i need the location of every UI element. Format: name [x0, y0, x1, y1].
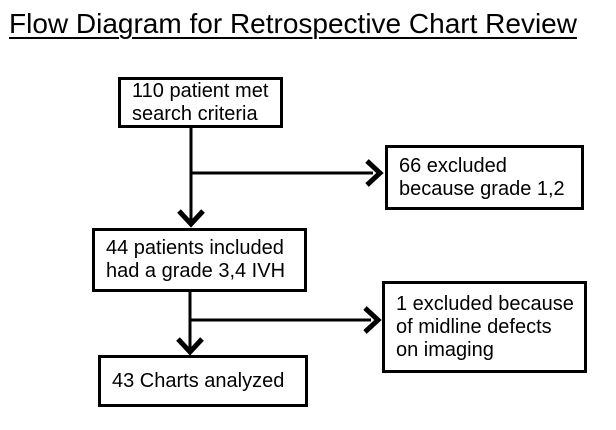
node-start-label: 110 patient met search criteria [132, 79, 269, 125]
node-charts-analyzed-label: 43 Charts analyzed [112, 369, 285, 392]
arrowhead-right-icon [363, 306, 382, 334]
arrowhead-down-icon [177, 209, 205, 228]
diagram-title: Flow Diagram for Retrospective Chart Rev… [9, 8, 577, 39]
node-included-grade-3-4: 44 patients included had a grade 3,4 IVH [92, 228, 307, 292]
arrow-start-to-included [177, 128, 205, 228]
arrow-included-to-excluded-midline [190, 306, 382, 334]
node-excluded-midline-defects-label: 1 excluded because of midline defects on… [396, 292, 574, 361]
node-excluded-grade-1-2-label: 66 excluded because grade 1,2 [399, 154, 565, 200]
node-excluded-midline-defects: 1 excluded because of midline defects on… [382, 281, 587, 373]
arrow-start-to-excluded-grade [191, 159, 384, 187]
node-start: 110 patient met search criteria [118, 77, 283, 128]
arrowhead-down-icon [176, 337, 204, 356]
node-excluded-grade-1-2: 66 excluded because grade 1,2 [385, 145, 584, 210]
arrow-included-to-analyzed [176, 292, 204, 356]
node-included-grade-3-4-label: 44 patients included had a grade 3,4 IVH [106, 237, 286, 282]
arrowhead-right-icon [365, 159, 384, 187]
node-charts-analyzed: 43 Charts analyzed [98, 355, 308, 407]
